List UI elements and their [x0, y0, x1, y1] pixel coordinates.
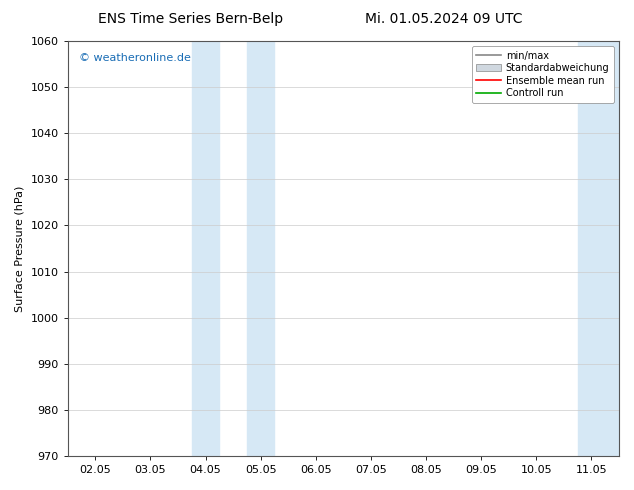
Text: Mi. 01.05.2024 09 UTC: Mi. 01.05.2024 09 UTC [365, 12, 522, 26]
Text: ENS Time Series Bern-Belp: ENS Time Series Bern-Belp [98, 12, 283, 26]
Bar [578, 41, 605, 456]
Y-axis label: Surface Pressure (hPa): Surface Pressure (hPa) [15, 185, 25, 312]
Bar [191, 41, 219, 456]
Bar [247, 41, 275, 456]
Legend: min/max, Standardabweichung, Ensemble mean run, Controll run: min/max, Standardabweichung, Ensemble me… [472, 46, 614, 103]
Text: © weatheronline.de: © weatheronline.de [79, 53, 191, 64]
Bar [605, 41, 633, 456]
